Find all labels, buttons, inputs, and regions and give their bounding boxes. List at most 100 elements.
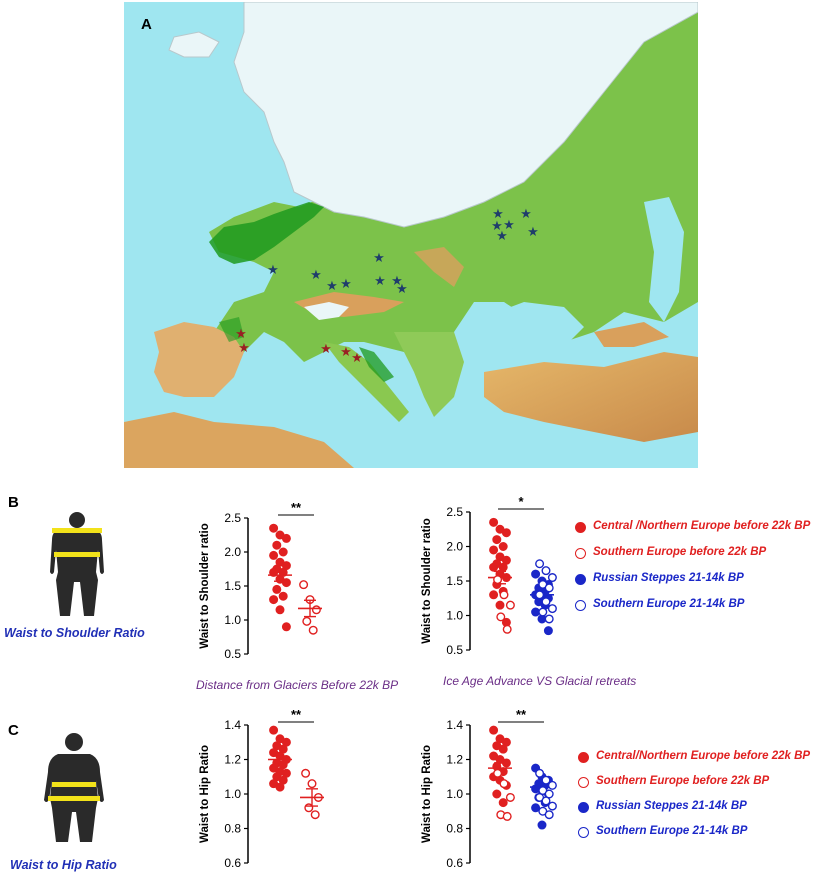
- caucasus: [594, 322, 669, 347]
- data-point: [489, 725, 499, 735]
- y-tick-label: 0.6: [446, 856, 463, 870]
- y-tick-label: 1.0: [224, 613, 241, 627]
- xlabel-distance-glaciers: Distance from Glaciers Before 22k BP: [196, 678, 399, 692]
- data-point: [308, 625, 318, 635]
- svg-text:★: ★: [491, 218, 503, 233]
- y-tick-label: 1.0: [446, 609, 463, 623]
- svg-text:★: ★: [391, 273, 403, 288]
- data-point: [537, 820, 547, 830]
- data-point: [489, 545, 499, 555]
- site-stars-blue: ★ ★ ★ ★ ★★ ★ ★ ★ ★ ★ ★ ★★: [267, 206, 539, 296]
- data-point: [547, 573, 557, 583]
- significance-label: **: [291, 500, 302, 515]
- data-point: [493, 768, 503, 778]
- data-point: [492, 789, 502, 799]
- data-point: [299, 580, 309, 590]
- significance-label: *: [518, 494, 524, 509]
- data-point: [502, 811, 512, 821]
- data-point: [541, 796, 551, 806]
- refugium-iberia: [219, 317, 244, 342]
- svg-text:★: ★: [373, 250, 385, 265]
- y-tick-label: 0.6: [224, 856, 241, 870]
- y-tick-label: 0.5: [224, 647, 241, 661]
- landmass-north-africa: [124, 412, 354, 468]
- caspian-sea: [644, 197, 684, 322]
- y-tick-label: 2.5: [224, 511, 241, 525]
- data-point: [493, 575, 503, 585]
- svg-text:★: ★: [326, 278, 338, 293]
- data-point: [495, 600, 505, 610]
- carpathians: [414, 247, 464, 287]
- svg-text:★: ★: [310, 267, 322, 282]
- chart-waist-hip-distance: 0.6 0.8 1.0 1.2 1.4 Waist to Hip Ratio **: [199, 707, 324, 870]
- data-point: [307, 779, 317, 789]
- data-point: [269, 523, 279, 533]
- data-point: [505, 600, 515, 610]
- data-point: [499, 590, 509, 600]
- legend-marker: [578, 752, 589, 763]
- data-point: [281, 622, 291, 632]
- svg-text:★: ★: [235, 326, 247, 341]
- data-point: [544, 810, 554, 820]
- legend-marker: [578, 802, 589, 813]
- data-point: [492, 535, 502, 545]
- y-tick-label: 1.5: [224, 579, 241, 593]
- data-point: [544, 614, 554, 624]
- data-point: [269, 725, 279, 735]
- legend-marker: [578, 777, 589, 788]
- chart-waist-hip-ice-age: 0.6 0.8 1.0 1.2 1.4 Waist to Hip Ratio **: [421, 707, 557, 870]
- svg-text:★: ★: [520, 206, 532, 221]
- data-point: [547, 801, 557, 811]
- svg-text:★: ★: [320, 341, 332, 356]
- legend-label: Central /Northern Europe before 22k BP: [593, 520, 811, 532]
- data-point: [547, 604, 557, 614]
- y-tick-label: 1.0: [224, 787, 241, 801]
- y-axis-label: Waist to Hip Ratio: [421, 745, 433, 843]
- legend-marker: [575, 600, 586, 611]
- data-point: [269, 550, 279, 560]
- legend-label: Central/Northern Europe before 22k BP: [596, 750, 811, 762]
- y-tick-label: 1.4: [224, 718, 241, 732]
- data-point: [269, 567, 279, 577]
- significance-label: **: [516, 707, 527, 722]
- landmass-italy: [324, 342, 409, 422]
- data-point: [541, 775, 551, 785]
- svg-text:★: ★: [503, 217, 515, 232]
- y-tick-label: 1.2: [446, 753, 463, 767]
- data-point: [498, 542, 508, 552]
- data-point: [543, 626, 553, 636]
- panel-c-label: C: [8, 722, 19, 739]
- data-point: [311, 605, 321, 615]
- data-point: [496, 612, 506, 622]
- y-axis-label: Waist to Shoulder ratio: [199, 523, 211, 648]
- svg-text:★: ★: [492, 206, 504, 221]
- data-point: [301, 768, 311, 778]
- significance-label: **: [291, 707, 302, 722]
- data-point: [498, 744, 508, 754]
- data-point: [272, 584, 282, 594]
- data-point: [269, 595, 279, 605]
- ice-sheet: [233, 2, 698, 228]
- legend-marker: [575, 574, 586, 585]
- data-point: [310, 810, 320, 820]
- svg-text:★: ★: [496, 228, 508, 243]
- legend-label: Southern Europe 21-14k BP: [596, 825, 748, 837]
- refugium-italy: [359, 347, 394, 382]
- black-sea: [484, 302, 584, 352]
- data-point: [278, 591, 288, 601]
- y-tick-label: 0.8: [224, 822, 241, 836]
- data-point: [502, 624, 512, 634]
- data-point: [272, 540, 282, 550]
- data-point: [535, 559, 545, 569]
- svg-text:★: ★: [238, 340, 250, 355]
- xlabel-ice-age: Ice Age Advance VS Glacial retreats: [443, 674, 637, 688]
- y-tick-label: 1.0: [446, 787, 463, 801]
- data-point: [531, 569, 541, 579]
- svg-text:★: ★: [396, 281, 408, 296]
- legend-label: Russian Steppes 21-14k BP: [593, 572, 744, 584]
- y-axis-label: Waist to Shoulder ratio: [421, 518, 433, 643]
- svg-text:★: ★: [340, 344, 352, 359]
- data-point: [489, 517, 499, 527]
- data-point: [489, 590, 499, 600]
- y-tick-label: 1.5: [446, 574, 463, 588]
